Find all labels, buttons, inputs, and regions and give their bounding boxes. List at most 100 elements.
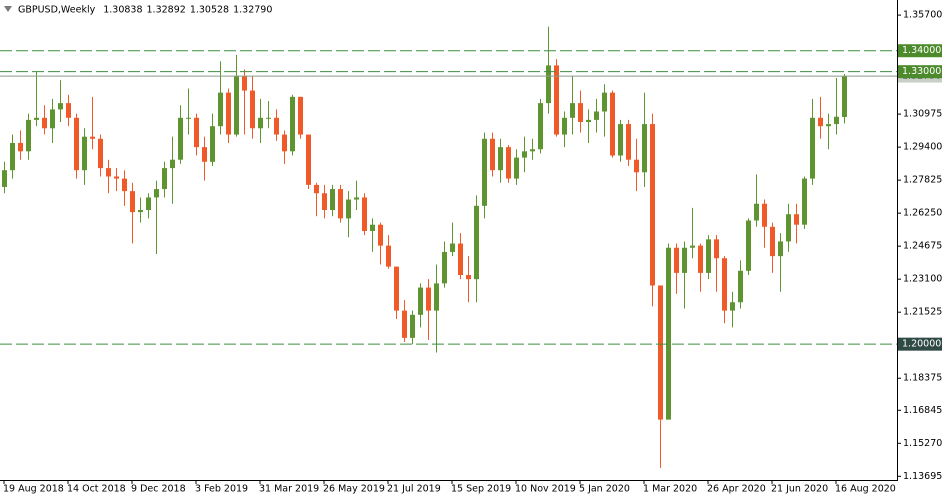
header-value: 1.32892: [147, 5, 186, 16]
x-tick-label: 16 Aug 2020: [835, 484, 896, 495]
candle-body: [114, 176, 119, 179]
candle-body: [194, 117, 199, 148]
candle-body: [74, 117, 79, 171]
candle-body: [98, 138, 103, 169]
candle-body: [162, 168, 167, 190]
y-tick-label: 1.18375: [903, 373, 942, 384]
candle-body: [450, 243, 455, 252]
candle-body: [554, 65, 559, 135]
candle-body: [18, 142, 23, 152]
candle-body: [594, 111, 599, 120]
candle-body: [466, 274, 471, 280]
candle-body: [290, 96, 295, 152]
candle-body: [586, 119, 591, 122]
candle-body: [498, 147, 503, 171]
header-value: 1.30528: [190, 5, 229, 16]
candle-body: [490, 138, 495, 171]
candle-body: [362, 197, 367, 231]
level-tag-label: 1.33000: [902, 66, 941, 77]
x-tick-label: 21 Jul 2019: [387, 484, 441, 495]
candle-body: [234, 75, 239, 135]
candle-body: [242, 75, 247, 91]
candle-body: [458, 243, 463, 275]
candle-body: [442, 251, 447, 284]
y-tick-label: 1.30975: [903, 109, 942, 120]
candle-body: [530, 149, 535, 152]
candle-body: [626, 124, 631, 160]
candle-body: [314, 184, 319, 194]
candle-body: [514, 157, 519, 179]
candle-body: [306, 134, 311, 185]
candle-body: [770, 226, 775, 257]
candle-body: [698, 245, 703, 273]
candle-body: [786, 214, 791, 242]
level-tag-label: 1.34000: [902, 45, 941, 56]
candle-body: [506, 147, 511, 179]
x-tick-label: 31 Mar 2019: [259, 484, 319, 495]
level-tag: [898, 44, 942, 58]
candle-body: [826, 124, 831, 127]
candle-body: [2, 170, 7, 187]
y-tick-label: 1.26250: [903, 208, 942, 219]
candle-body: [634, 159, 639, 173]
x-tick-label: 10 Nov 2019: [515, 484, 576, 495]
candle-body: [690, 245, 695, 248]
y-tick-label: 1.35700: [903, 10, 942, 21]
candle-body: [738, 270, 743, 303]
y-tick-label: 1.23100: [903, 274, 942, 285]
candle-body: [370, 224, 375, 231]
candle-body: [426, 287, 431, 311]
y-tick-label: 1.24675: [903, 241, 942, 252]
candle-body: [802, 178, 807, 225]
candle-body: [338, 189, 343, 219]
candle-body: [666, 247, 671, 420]
candle-body: [418, 287, 423, 315]
candle-body: [818, 117, 823, 127]
candle-body: [794, 214, 799, 225]
candle-body: [810, 117, 815, 179]
candle-body: [482, 138, 487, 206]
candle-body: [754, 203, 759, 221]
chart-title: GBPUSD,Weekly: [18, 5, 96, 16]
candle-body: [706, 239, 711, 273]
y-tick-label: 1.13695: [903, 471, 942, 482]
candle-body: [330, 189, 335, 211]
header-icon: [4, 6, 12, 12]
candle-body: [42, 117, 47, 129]
candle-body: [210, 126, 215, 162]
candle-body: [274, 117, 279, 135]
candle-body: [602, 92, 607, 112]
candle-body: [138, 210, 143, 213]
candle-body: [226, 92, 231, 135]
candle-body: [154, 189, 159, 198]
candle-body: [58, 103, 63, 110]
x-tick-label: 26 Apr 2020: [707, 484, 766, 495]
y-tick-label: 1.15270: [903, 438, 942, 449]
candle-body: [394, 266, 399, 311]
level-tag: [898, 337, 942, 351]
candle-body: [762, 203, 767, 227]
candle-body: [130, 191, 135, 213]
candle-body: [26, 119, 31, 152]
candle-body: [170, 159, 175, 169]
x-tick-label: 9 Dec 2018: [131, 484, 186, 495]
candle-body: [346, 199, 351, 219]
candle-body: [218, 92, 223, 127]
candle-body: [410, 314, 415, 338]
x-tick-label: 19 Aug 2018: [3, 484, 64, 495]
candle-body: [298, 96, 303, 135]
candle-body: [522, 151, 527, 158]
candle-body: [610, 92, 615, 156]
candle-body: [834, 116, 839, 125]
candle-body: [146, 197, 151, 211]
candle-body: [722, 258, 727, 311]
candle-body: [570, 103, 575, 118]
candle-body: [322, 193, 327, 211]
candle-body: [658, 285, 663, 420]
candle-body: [186, 117, 191, 119]
candle-body: [386, 245, 391, 267]
candle-body: [106, 168, 111, 177]
candle-body: [10, 142, 15, 171]
candle-body: [66, 103, 71, 118]
candle-body: [674, 247, 679, 273]
